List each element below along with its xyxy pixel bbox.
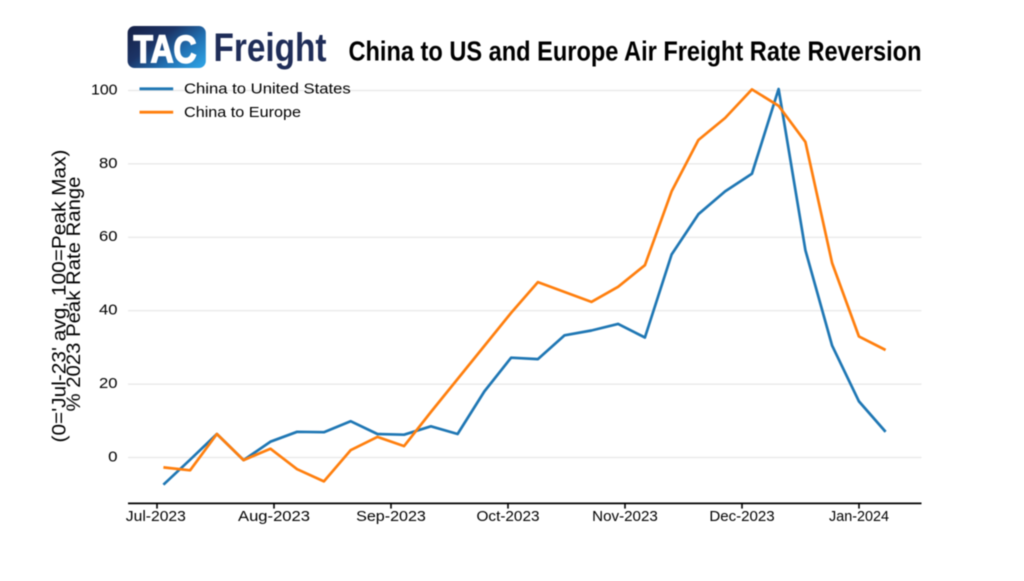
- svg-text:Jul-2023: Jul-2023: [126, 509, 186, 525]
- svg-text:0: 0: [108, 448, 117, 465]
- svg-text:80: 80: [99, 155, 118, 172]
- svg-text:China to US and Europe Air Fre: China to US and Europe Air Freight Rate …: [349, 36, 922, 67]
- svg-text:Freight: Freight: [214, 26, 327, 70]
- svg-text:20: 20: [99, 375, 118, 392]
- svg-text:China to Europe: China to Europe: [184, 104, 301, 121]
- svg-text:TAC: TAC: [134, 29, 197, 72]
- svg-text:100: 100: [91, 82, 118, 99]
- svg-text:Jan-2024: Jan-2024: [829, 509, 889, 525]
- svg-text:(0='Jul-23' avg, 100=Peak Max): (0='Jul-23' avg, 100=Peak Max): [50, 150, 71, 443]
- svg-text:China to United States: China to United States: [184, 81, 351, 98]
- svg-text:Dec-2023: Dec-2023: [709, 509, 774, 525]
- svg-text:Nov-2023: Nov-2023: [592, 509, 658, 525]
- svg-text:60: 60: [99, 228, 118, 245]
- svg-text:% 2023 Peak Rate Range: % 2023 Peak Rate Range: [64, 177, 85, 412]
- svg-text:Oct-2023: Oct-2023: [477, 509, 540, 525]
- svg-text:Sep-2023: Sep-2023: [356, 509, 426, 525]
- svg-text:Aug-2023: Aug-2023: [238, 509, 310, 525]
- svg-text:40: 40: [99, 302, 118, 319]
